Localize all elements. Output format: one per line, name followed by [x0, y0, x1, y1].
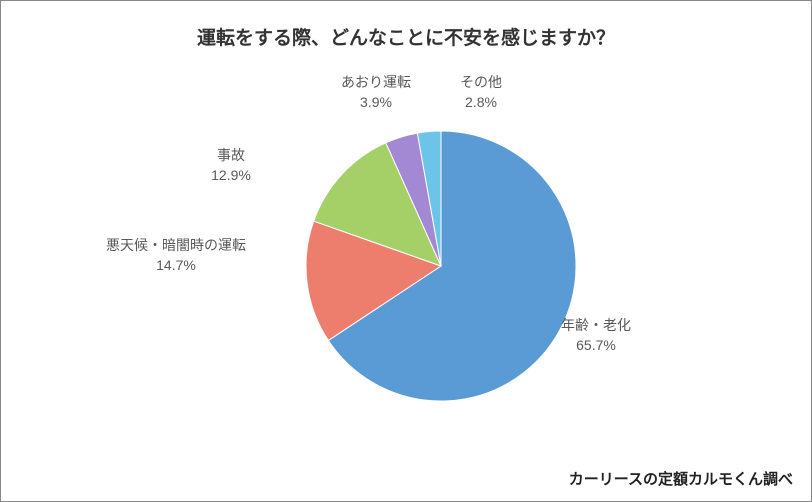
chart-title: 運転をする際、どんなことに不安を感じますか？: [1, 23, 811, 50]
chart-area: 年齢・老化 65.7% 悪天候・暗闇時の運転 14.7% 事故 12.9% あお…: [1, 91, 812, 451]
pie-chart: [306, 131, 576, 401]
slice-pct: 2.8%: [421, 93, 541, 113]
slice-pct: 14.7%: [76, 256, 276, 276]
slice-pct: 12.9%: [171, 166, 291, 186]
slice-name: 事故: [171, 146, 291, 166]
slice-label-weather: 悪天候・暗闇時の運転 14.7%: [76, 236, 276, 275]
slice-pct: 3.9%: [316, 93, 436, 113]
slice-name: 年齢・老化: [531, 316, 661, 336]
slice-name: その他: [421, 73, 541, 93]
slice-label-roadrage: あおり運転 3.9%: [316, 73, 436, 112]
slice-name: 悪天候・暗闇時の運転: [76, 236, 276, 256]
slice-label-aging: 年齢・老化 65.7%: [531, 316, 661, 355]
slice-pct: 65.7%: [531, 336, 661, 356]
credit-text: カーリースの定額カルモくん調べ: [569, 468, 793, 489]
slice-label-other: その他 2.8%: [421, 73, 541, 112]
slice-label-accident: 事故 12.9%: [171, 146, 291, 185]
slice-name: あおり運転: [316, 73, 436, 93]
